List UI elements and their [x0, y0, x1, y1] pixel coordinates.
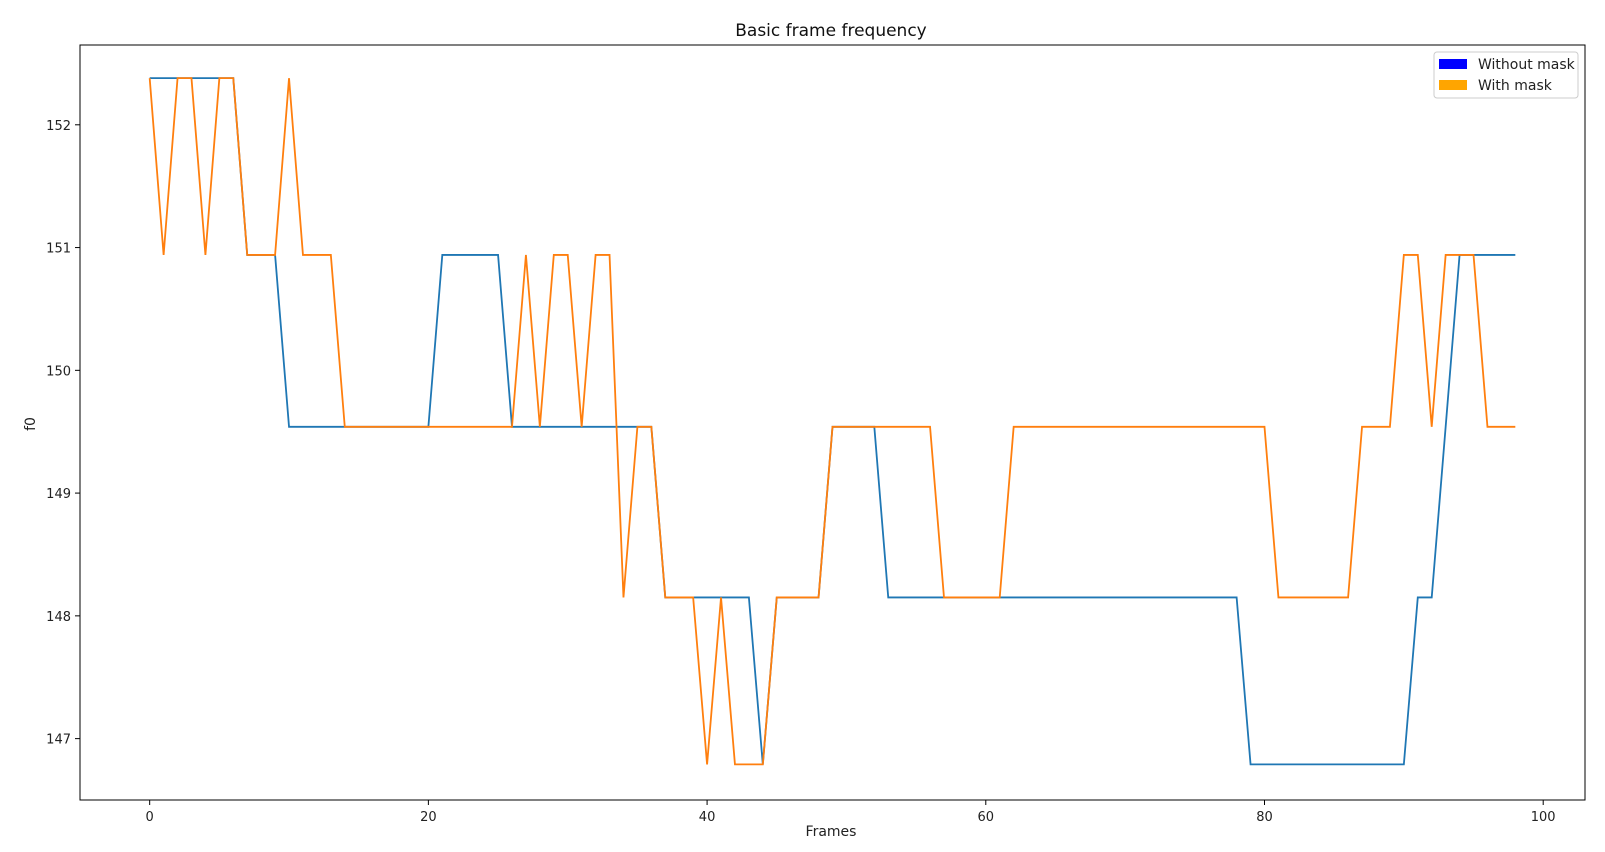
legend-swatch [1439, 80, 1467, 90]
x-tick-label: 40 [699, 810, 716, 825]
y-axis: 147 148 149 150 151 152 [46, 119, 80, 748]
legend-label: With mask [1478, 78, 1553, 94]
y-tick-label: 147 [46, 733, 71, 748]
x-tick-label: 20 [420, 810, 437, 825]
legend-label: Without mask [1478, 57, 1576, 73]
y-tick-label: 149 [46, 487, 71, 502]
series-line-without-mask [149, 77, 1516, 766]
legend: Without mask With mask [1433, 51, 1579, 99]
x-axis-label: Frames [806, 824, 857, 840]
plot-area [79, 44, 1586, 801]
y-tick-label: 152 [46, 119, 71, 134]
chart-title: Basic frame frequency [735, 21, 927, 41]
x-tick-label: 100 [1531, 810, 1556, 825]
x-axis: 0 20 40 60 80 100 [146, 800, 1556, 825]
y-tick-label: 150 [46, 364, 71, 379]
y-tick-label: 148 [46, 610, 71, 625]
x-tick-label: 80 [1256, 810, 1273, 825]
y-tick-label: 151 [46, 242, 71, 257]
series-layer [148, 77, 1516, 766]
legend-box [1433, 51, 1579, 99]
x-tick-label: 0 [146, 810, 154, 825]
series-line-with-mask [148, 77, 1516, 766]
x-tick-label: 60 [978, 810, 995, 825]
plot-frame [79, 44, 1586, 801]
y-axis-label: f0 [23, 417, 39, 431]
legend-swatch [1439, 59, 1467, 69]
